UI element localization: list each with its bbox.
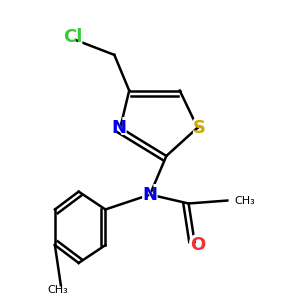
Text: Cl: Cl: [63, 28, 83, 46]
Text: Cl: Cl: [60, 25, 85, 49]
Text: CH₃: CH₃: [235, 196, 256, 206]
Text: N: N: [140, 183, 160, 207]
Text: S: S: [193, 119, 206, 137]
Text: O: O: [190, 236, 205, 254]
Text: N: N: [111, 119, 126, 137]
Text: CH₃: CH₃: [47, 285, 68, 295]
Text: N: N: [109, 116, 129, 140]
Text: S: S: [190, 116, 208, 140]
Text: N: N: [142, 186, 158, 204]
Text: O: O: [188, 233, 208, 257]
